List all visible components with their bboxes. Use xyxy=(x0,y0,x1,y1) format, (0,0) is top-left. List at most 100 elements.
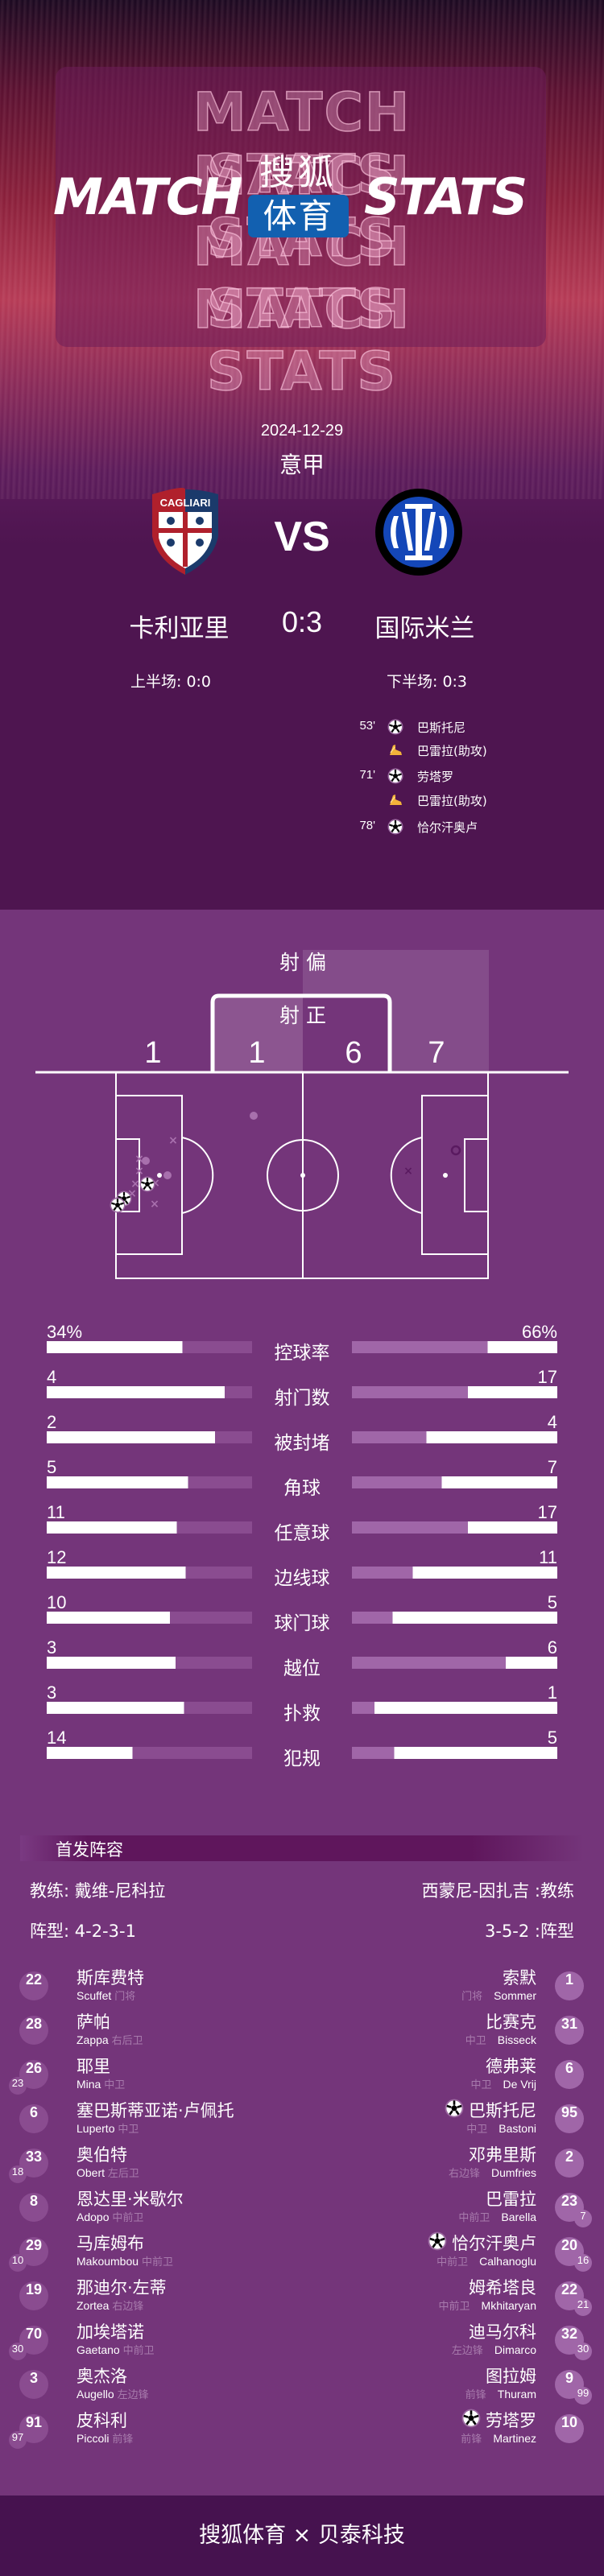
footer-text: 搜狐体育 × 贝泰科技 xyxy=(199,2523,405,2548)
player-latin-name: Bastoni xyxy=(499,2122,536,2135)
away-player-row[interactable]: 6 德弗莱 中卫 De Vrij xyxy=(0,2054,604,2095)
banner-outline-text: MATCH STATS xyxy=(192,80,412,206)
player-name: 皮科利 xyxy=(77,2411,127,2430)
home-player-row[interactable]: 33 18 奥伯特 Obert 左后卫 xyxy=(0,2142,604,2184)
stat-label: 扑救 xyxy=(283,1703,321,1724)
player-latin-name: Zortea xyxy=(77,2299,110,2312)
player-number-badge: 32 xyxy=(555,2326,584,2355)
player-position: 左后卫 xyxy=(107,2168,139,2180)
home-player-row[interactable]: 70 30 加埃塔诺 Gaetano 中前卫 xyxy=(0,2319,604,2361)
away-player-row[interactable]: 31 比赛克 中卫 Bisseck xyxy=(0,2009,604,2051)
substitute-number-badge: 30 xyxy=(9,2343,27,2360)
away-stat-value: 5 xyxy=(547,1592,557,1612)
player-position: 右边锋 xyxy=(448,2168,480,2180)
player-number-badge: 28 xyxy=(19,2016,48,2045)
away-stat-bar xyxy=(352,1476,557,1488)
event-minute: 78' xyxy=(359,819,375,832)
away-stat-value: 4 xyxy=(547,1412,557,1432)
goal-ball-icon xyxy=(110,1197,126,1213)
player-position: 右后卫 xyxy=(111,2035,143,2047)
substitute-number-badge: 99 xyxy=(574,2387,592,2405)
event-player: 巴斯托尼 xyxy=(417,720,466,735)
player-position: 右边锋 xyxy=(112,2301,144,2313)
player-name: 奥伯特 xyxy=(77,2145,127,2165)
player-name: 比赛克 xyxy=(486,2013,536,2032)
away-team-crest xyxy=(375,489,462,576)
away-player-row[interactable]: 10 劳塔罗 前锋 Martinez xyxy=(0,2408,604,2450)
away-formation: 3-5-2 :阵型 xyxy=(485,1922,574,1941)
substitute-number-badge: 23 xyxy=(9,2077,27,2095)
goal-ball-icon xyxy=(445,2099,464,2121)
player-english-name: 中卫 Bastoni xyxy=(466,2120,536,2136)
home-formation: 阵型: 4-2-3-1 xyxy=(30,1922,136,1941)
home-player-row[interactable]: 91 97 皮科利 Piccoli 前锋 xyxy=(0,2408,604,2450)
player-position: 前锋 xyxy=(465,2389,486,2401)
off-target-shot-marker: × xyxy=(403,1165,413,1178)
home-player-row[interactable]: 3 奥杰洛 Augello 左边锋 xyxy=(0,2363,604,2405)
away-stat-bar xyxy=(352,1431,557,1443)
away-stat-value: 7 xyxy=(547,1457,557,1477)
home-player-row[interactable]: 19 那迪尔·左蒂 Zortea 右边锋 xyxy=(0,2275,604,2317)
away-team-name: 国际米兰 xyxy=(374,614,475,643)
away-player-row[interactable]: 23 7 巴雷拉 中前卫 Barella xyxy=(0,2186,604,2228)
player-number-badge: 22 xyxy=(19,1971,48,2000)
player-position: 中卫 xyxy=(465,2035,486,2047)
away-shots-off-value: 7 xyxy=(428,1036,445,1070)
svg-text:CAGLIARI: CAGLIARI xyxy=(160,497,211,509)
away-player-row[interactable]: 1 索默 门将 Sommer xyxy=(0,1965,604,2007)
player-english-name: Luperto 中卫 xyxy=(77,2120,139,2136)
away-stat-bar xyxy=(352,1657,557,1669)
event-player: 劳塔罗 xyxy=(417,770,454,784)
away-player-row[interactable]: 32 30 迪马尔科 左边锋 Dimarco xyxy=(0,2319,604,2361)
player-english-name: 门将 Sommer xyxy=(461,1988,536,2003)
player-english-name: 前锋 Thuram xyxy=(465,2386,536,2401)
player-english-name: 中卫 De Vrij xyxy=(470,2076,536,2091)
away-stat-value: 5 xyxy=(547,1728,557,1748)
final-score: 0:3 xyxy=(281,605,323,638)
away-player-row[interactable]: 20 16 恰尔汗奥卢 中前卫 Calhanoglu xyxy=(0,2231,604,2273)
home-player-row[interactable]: 8 恩达里·米歇尔 Adopo 中前卫 xyxy=(0,2186,604,2228)
home-player-row[interactable]: 22 斯库费特 Scuffet 门将 xyxy=(0,1965,604,2007)
away-player-row[interactable]: 2 邓弗里斯 右边锋 Dumfries xyxy=(0,2142,604,2184)
player-position: 左边锋 xyxy=(117,2389,149,2401)
home-player-row[interactable]: 29 10 马库姆布 Makoumbou 中前卫 xyxy=(0,2231,604,2273)
home-player-row[interactable]: 28 萨帕 Zappa 右后卫 xyxy=(0,2009,604,2051)
event-player: 巴雷拉(助攻) xyxy=(417,794,487,808)
player-english-name: Obert 左后卫 xyxy=(77,2165,139,2180)
away-stat-bar xyxy=(352,1521,557,1534)
vs-label: VS xyxy=(274,514,330,560)
away-stat-value: 11 xyxy=(539,1547,557,1567)
away-player-row[interactable]: 9 99 图拉姆 前锋 Thuram xyxy=(0,2363,604,2405)
goal-frame xyxy=(210,993,392,1072)
player-english-name: Zappa 右后卫 xyxy=(77,2032,143,2047)
player-name: 那迪尔·左蒂 xyxy=(77,2278,167,2297)
stat-label: 角球 xyxy=(283,1478,321,1499)
player-number-badge: 95 xyxy=(555,2104,584,2133)
off-target-shot-marker: × xyxy=(134,1153,144,1166)
goal-ball-icon xyxy=(428,2231,447,2254)
away-player-row[interactable]: 95 巴斯托尼 中卫 Bastoni xyxy=(0,2098,604,2140)
player-latin-name: Augello xyxy=(77,2388,114,2401)
player-name: 耶里 xyxy=(77,2057,110,2076)
player-name: 塞巴斯蒂亚诺·卢佩托 xyxy=(77,2101,234,2120)
away-player-row[interactable]: 22 21 姆希塔良 中前卫 Mkhitaryan xyxy=(0,2275,604,2317)
home-player-row[interactable]: 6 塞巴斯蒂亚诺·卢佩托 Luperto 中卫 xyxy=(0,2098,604,2140)
player-english-name: 中前卫 Calhanoglu xyxy=(436,2253,536,2268)
goal-ball-icon xyxy=(387,819,403,838)
player-latin-name: Obert xyxy=(77,2166,105,2179)
player-name: 迪马尔科 xyxy=(469,2322,536,2342)
player-name: 萨帕 xyxy=(77,2013,110,2032)
home-stat-value: 2 xyxy=(47,1412,57,1432)
home-player-row[interactable]: 26 23 耶里 Mina 中卫 xyxy=(0,2054,604,2095)
player-latin-name: Dumfries xyxy=(490,2166,536,2179)
player-name: 索默 xyxy=(503,1968,536,1988)
home-stat-value: 3 xyxy=(47,1682,57,1703)
away-stat-value: 66% xyxy=(521,1322,557,1342)
home-stat-bar xyxy=(47,1386,252,1398)
stat-label: 越位 xyxy=(283,1658,321,1679)
home-stat-value: 12 xyxy=(47,1547,67,1567)
away-stat-value: 6 xyxy=(547,1637,557,1657)
player-position: 中卫 xyxy=(470,2079,492,2091)
sohu-logo-text: 搜狐 xyxy=(259,152,337,193)
player-latin-name: Adopo xyxy=(77,2211,110,2223)
